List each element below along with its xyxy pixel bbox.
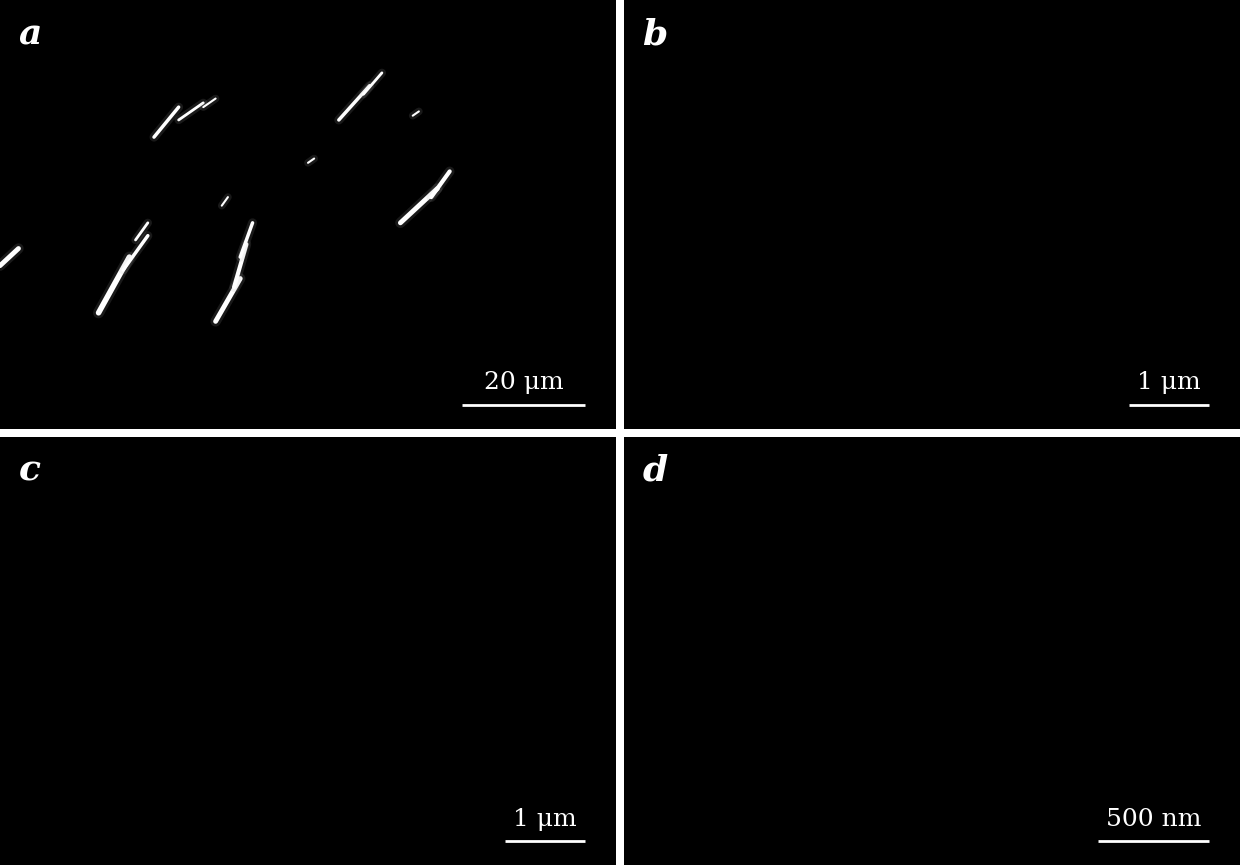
Text: 500 nm: 500 nm [1106, 808, 1202, 830]
Text: 1 μm: 1 μm [513, 808, 577, 830]
Text: a: a [19, 17, 42, 51]
Text: 20 μm: 20 μm [484, 371, 563, 394]
Text: d: d [642, 453, 667, 488]
Text: c: c [19, 453, 41, 488]
Text: 1 μm: 1 μm [1137, 371, 1202, 394]
Text: b: b [642, 17, 667, 51]
